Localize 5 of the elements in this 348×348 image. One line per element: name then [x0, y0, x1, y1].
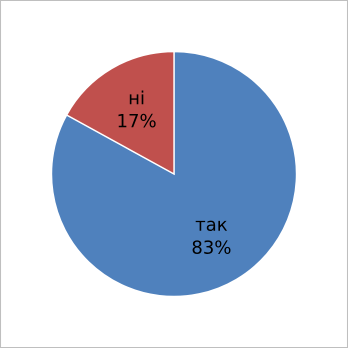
- slice-label: ні: [130, 90, 144, 104]
- slice-label: так: [196, 220, 228, 232]
- data-label: 83%: [192, 240, 230, 254]
- data-label: 17%: [118, 114, 156, 128]
- pie-slice: [50, 50, 298, 298]
